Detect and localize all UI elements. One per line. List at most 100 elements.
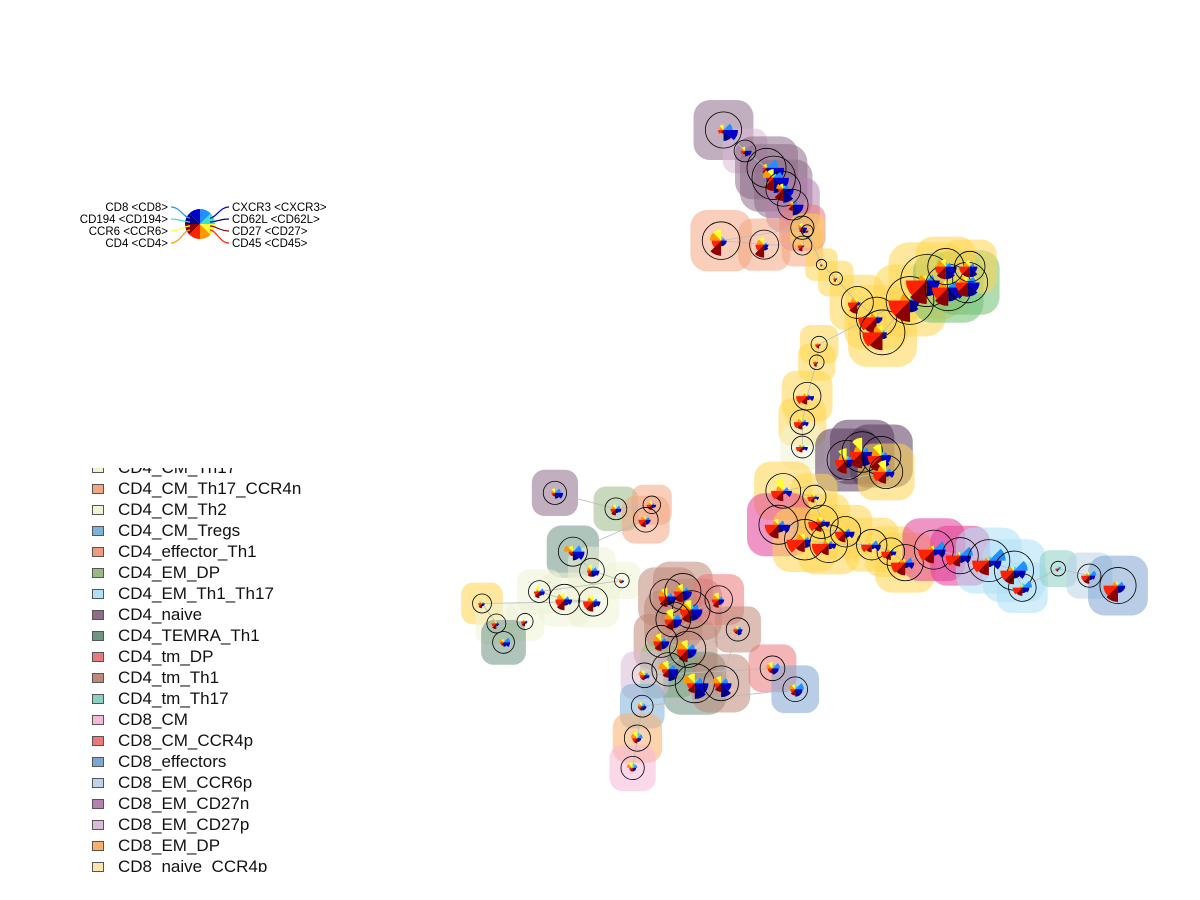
star-wedge <box>955 282 968 292</box>
star-wedge <box>626 763 633 768</box>
star-wedge <box>1056 568 1059 572</box>
star-wedge <box>890 562 906 573</box>
star-wedge <box>799 444 803 448</box>
node-outline <box>620 755 645 781</box>
star-wedge <box>745 150 749 157</box>
star-wedge <box>783 188 794 203</box>
star-wedge <box>807 396 811 401</box>
star-wedge <box>713 595 719 600</box>
legend-item: CD4_CM_Tregs <box>90 520 301 541</box>
cluster-node <box>614 572 630 589</box>
star-wedge <box>682 587 689 592</box>
legend-label: CD8_naive_CCR4p <box>118 856 268 873</box>
star-wedge <box>691 604 699 610</box>
star-wedge <box>658 596 668 603</box>
star-wedge <box>673 614 681 620</box>
star-wedge <box>668 665 671 670</box>
node-outline <box>802 484 827 509</box>
star-wedge <box>847 302 858 310</box>
star-wedge <box>905 557 913 563</box>
marker-key-wedge <box>200 224 211 239</box>
star-wedge <box>640 516 646 520</box>
star-wedge <box>556 599 565 611</box>
star-wedge <box>1089 570 1097 576</box>
star-wedge <box>933 549 939 556</box>
node-outline <box>809 524 848 563</box>
star-wedge <box>819 344 821 346</box>
star-wedge <box>673 591 683 598</box>
star-wedge <box>632 731 638 739</box>
star-wedge <box>774 188 784 201</box>
marker-key-connector <box>170 229 191 244</box>
star-wedge <box>564 596 570 600</box>
star-wedge <box>886 548 891 552</box>
star-wedge <box>813 362 817 365</box>
star-wedge <box>972 560 989 573</box>
marker-key-connector <box>170 218 191 223</box>
star-wedge <box>482 602 483 604</box>
star-wedge <box>842 527 846 532</box>
tree-edge <box>637 706 643 739</box>
marker-key-connector <box>209 225 230 232</box>
star-wedge <box>817 342 820 345</box>
cluster-node <box>631 662 658 689</box>
star-wedge <box>611 505 616 509</box>
star-wedge <box>723 123 733 130</box>
star-wedge <box>677 584 683 592</box>
cluster-node <box>1050 560 1066 577</box>
star-wedge <box>772 668 779 673</box>
star-wedge <box>933 547 936 550</box>
star-wedge <box>637 703 643 707</box>
marker-key-label-right: CD27 <CD27> <box>232 226 308 238</box>
cluster-node <box>651 652 686 687</box>
star-wedge <box>496 622 498 624</box>
star-wedge <box>819 343 820 345</box>
star-wedge <box>745 149 746 151</box>
star-wedge <box>637 706 643 710</box>
star-wedge <box>858 317 877 331</box>
node-outline <box>703 665 739 702</box>
node-outline <box>784 519 826 561</box>
star-wedge <box>773 173 777 178</box>
star-wedge <box>721 240 727 245</box>
star-wedge <box>723 128 725 130</box>
star-wedge <box>644 672 649 676</box>
star-wedge <box>1056 567 1059 569</box>
star-wedge <box>615 508 622 513</box>
star-wedge <box>691 609 700 621</box>
legend-swatch <box>92 798 104 809</box>
star-wedge <box>687 649 697 656</box>
star-wedge <box>503 641 505 643</box>
star-wedge <box>886 471 890 477</box>
star-wedge <box>642 703 646 707</box>
star-wedge <box>881 452 885 456</box>
star-wedge <box>716 676 722 684</box>
star-wedge <box>1019 585 1023 588</box>
cluster-node <box>1008 573 1037 602</box>
star-wedge <box>555 599 565 606</box>
star-wedge <box>772 663 780 669</box>
star-wedge <box>802 227 807 234</box>
star-wedge <box>850 297 858 303</box>
star-wedge <box>857 301 859 303</box>
star-wedge <box>762 165 767 168</box>
star-wedge <box>802 245 805 247</box>
legend-swatch <box>92 468 104 473</box>
marker-key-connector <box>209 218 230 223</box>
star-wedge <box>525 621 527 624</box>
node-outline <box>1099 567 1137 605</box>
cluster-node <box>784 519 826 561</box>
star-wedge <box>710 240 722 256</box>
star-wedge <box>552 492 555 497</box>
star-wedge <box>1081 575 1090 582</box>
star-wedge <box>775 490 784 502</box>
star-wedge <box>593 601 601 607</box>
cluster-node <box>623 724 651 752</box>
star-wedge <box>682 591 690 601</box>
star-wedge <box>792 204 801 216</box>
node-outline <box>725 617 750 642</box>
star-wedge <box>621 580 625 583</box>
star-wedge <box>876 315 878 318</box>
node-outline <box>810 335 828 353</box>
